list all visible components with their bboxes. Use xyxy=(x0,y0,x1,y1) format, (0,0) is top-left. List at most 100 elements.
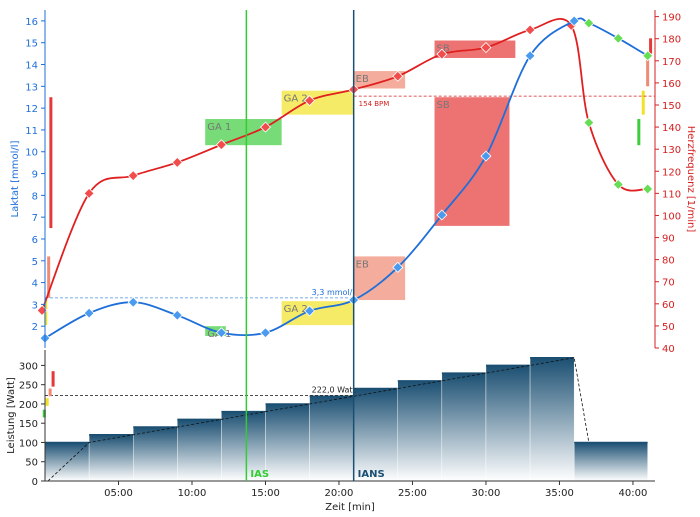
lactate-point xyxy=(215,327,227,339)
lactate-tick-label: 16 xyxy=(25,17,38,28)
zone-label: GA 2 xyxy=(284,304,308,315)
power-tick-label: 250 xyxy=(19,381,38,392)
hr-tick-label: 80 xyxy=(662,256,675,267)
lactate-tick-label: 13 xyxy=(25,82,38,93)
time-tick-label: 15:00 xyxy=(251,488,280,499)
hr-tick-label: 110 xyxy=(662,189,681,200)
power-step-bar xyxy=(397,380,443,482)
power-zone-indicator xyxy=(51,371,55,387)
power-step-bar xyxy=(132,426,178,482)
power-step-bar xyxy=(353,388,398,482)
time-tick-label: 05:00 xyxy=(104,488,133,499)
hr-tick-label: 50 xyxy=(662,322,675,333)
power-zone-indicator xyxy=(42,409,46,418)
right-zone-indicator xyxy=(637,119,641,146)
time-tick-label: 30:00 xyxy=(472,488,501,499)
heart-rate-point xyxy=(259,121,271,133)
zone-label: EB xyxy=(356,259,369,270)
heart-rate-point xyxy=(83,187,95,199)
left-zone-indicator xyxy=(47,256,51,298)
power-tick-label: 0 xyxy=(32,477,38,488)
time-tick-label: 20:00 xyxy=(325,488,354,499)
zone-label: SB xyxy=(437,100,450,111)
hr-tick-label: 60 xyxy=(662,300,675,311)
lactate-point xyxy=(83,307,95,319)
hr-tick-label: 130 xyxy=(662,145,681,156)
hr-tick-label: 40 xyxy=(662,344,675,355)
zone-box xyxy=(434,97,510,226)
lactate-tick-label: 7 xyxy=(32,213,38,224)
lactate-point xyxy=(171,309,183,321)
hr-tick-label: 90 xyxy=(662,234,675,245)
heart-rate-point xyxy=(642,183,654,195)
lactate-point xyxy=(127,296,139,308)
top-plot-background xyxy=(45,10,655,348)
heart-rate-point xyxy=(583,117,595,129)
lactate-tick-label: 15 xyxy=(25,39,38,50)
time-tick-label: 40:00 xyxy=(619,488,648,499)
power-step-bar xyxy=(529,357,575,482)
heart-rate-line xyxy=(41,18,648,311)
power-step-bar xyxy=(309,396,354,482)
hr-tick-label: 170 xyxy=(662,57,681,68)
lactate-point xyxy=(480,150,492,162)
lactate-axis-title: Laktat [mmol/l] xyxy=(10,140,21,217)
power-ramp-line xyxy=(47,357,590,482)
lactate-line xyxy=(44,17,649,339)
heart-rate-point xyxy=(215,139,227,151)
hr-tick-label: 180 xyxy=(662,35,681,46)
power-step-bar xyxy=(88,434,134,482)
hr-tick-label: 160 xyxy=(662,79,681,90)
power-step-bar xyxy=(177,419,222,482)
zone-box xyxy=(353,71,406,89)
zone-box xyxy=(281,301,354,326)
power-tick-label: 300 xyxy=(19,361,38,372)
lactate-point xyxy=(612,32,624,44)
lactate-point xyxy=(583,17,595,29)
power-zone-indicator xyxy=(48,388,52,397)
right-zone-indicator xyxy=(641,90,645,115)
lactate-point xyxy=(392,261,404,273)
hr-threshold-label: 154 BPM xyxy=(359,100,390,108)
zone-label: EB xyxy=(356,74,369,85)
lactate-tick-label: 12 xyxy=(25,104,38,115)
hr-tick-label: 140 xyxy=(662,123,681,134)
threshold-markers: IAS IANS xyxy=(245,10,385,481)
lactate-point xyxy=(436,209,448,221)
zone-label: GA 2 xyxy=(284,94,308,105)
hr-tick-label: 150 xyxy=(662,101,681,112)
hr-tick-label: 120 xyxy=(662,167,681,178)
right-zone-indicator xyxy=(646,53,650,87)
power-step-bar xyxy=(573,442,648,482)
time-axis-title: Zeit [min] xyxy=(325,502,375,513)
power-tick-label: 150 xyxy=(19,419,38,430)
power-step-bar xyxy=(265,403,310,482)
left-zone-indicator xyxy=(44,300,48,326)
power-threshold-label: 222,0 Watt xyxy=(312,385,356,394)
lactate-tick-label: 4 xyxy=(32,279,38,290)
power-tick-label: 200 xyxy=(19,400,38,411)
lactate-point xyxy=(259,327,271,339)
threshold-marker-label: IAS xyxy=(250,469,269,480)
lactate-point xyxy=(642,50,654,62)
zone-box xyxy=(205,119,282,146)
heart-rate-point xyxy=(171,156,183,168)
time-tick-label: 35:00 xyxy=(545,488,574,499)
power-tick-label: 50 xyxy=(25,458,38,469)
lactate-threshold-label: 3,3 mmol/l xyxy=(312,288,355,297)
zone-label: SB xyxy=(437,44,450,55)
power-axis-title: Leistung [Watt] xyxy=(6,377,17,454)
time-tick-label: 25:00 xyxy=(398,488,427,499)
lactate-point xyxy=(524,50,536,62)
heart-rate-point xyxy=(524,24,536,36)
lactate-tick-label: 6 xyxy=(32,235,38,246)
right-zone-indicator xyxy=(649,38,653,54)
power-zone-indicator xyxy=(45,398,49,406)
hr-tick-label: 70 xyxy=(662,278,675,289)
power-step-bar xyxy=(441,372,487,482)
heart-rate-point xyxy=(480,42,492,54)
zone-label: GA 1 xyxy=(207,122,231,133)
hr-axis-title: Herzfrequenz [1/min] xyxy=(685,126,696,233)
